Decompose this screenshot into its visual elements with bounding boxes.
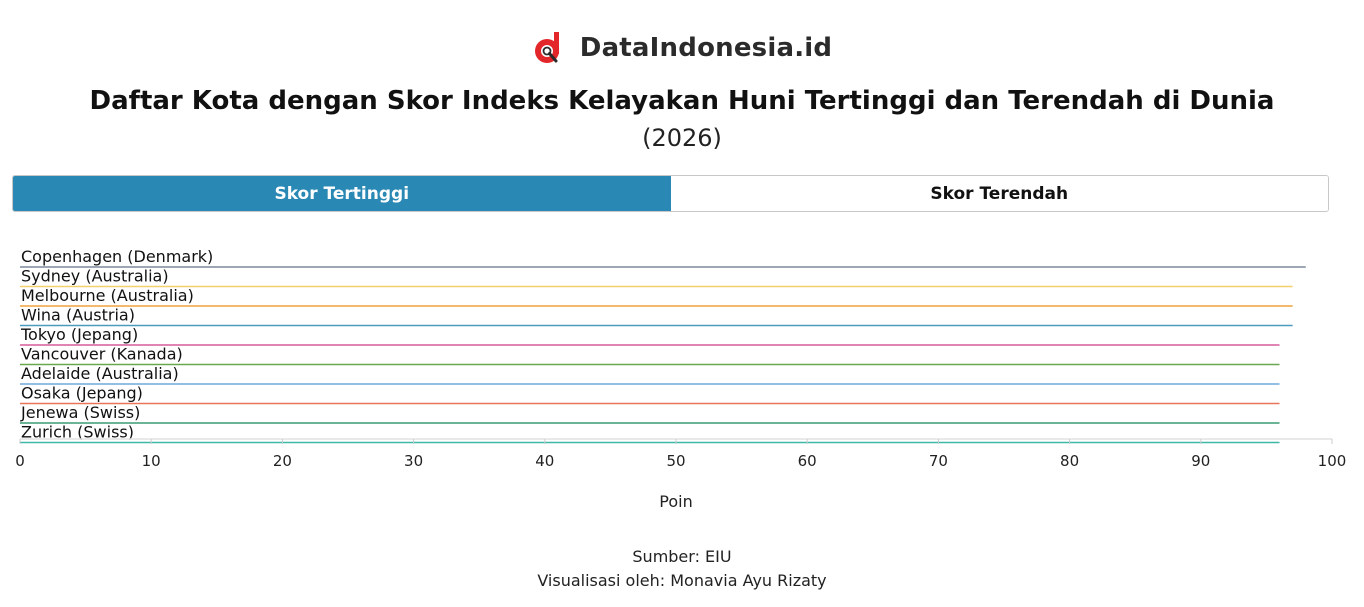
category-label-0: Copenhagen (Denmark) [21,247,213,266]
category-label-2: Melbourne (Australia) [21,286,194,305]
x-tick-label-0: 0 [15,452,25,470]
category-label-3: Wina (Austria) [21,306,135,325]
category-label-1: Sydney (Australia) [21,267,169,286]
logo-text: DataIndonesia.id [579,33,833,63]
logo: DataIndonesia.id [0,28,1364,68]
chart-title: Daftar Kota dengan Skor Indeks Kelayakan… [89,86,1275,116]
x-axis-label: Poin [659,492,692,511]
bar-chart: Copenhagen (Denmark)Sydney (Australia)Me… [15,247,1347,511]
category-label-8: Jenewa (Swiss) [20,403,140,422]
x-tick-label-10: 100 [1318,452,1347,470]
category-label-7: Osaka (Jepang) [21,384,143,403]
x-tick-label-4: 40 [535,452,554,470]
source-note: Sumber: EIU [632,547,732,566]
tab-skor-tertinggi[interactable]: Skor Tertinggi [13,176,671,211]
x-tick-label-5: 50 [666,452,685,470]
x-tick-label-6: 60 [798,452,817,470]
x-tick-label-8: 80 [1060,452,1079,470]
x-tick-label-2: 20 [273,452,292,470]
category-label-6: Adelaide (Australia) [21,364,179,383]
chart-subtitle: (2026) [642,124,722,152]
x-tick-label-3: 30 [404,452,423,470]
x-tick-label-1: 10 [142,452,161,470]
x-tick-label-7: 70 [929,452,948,470]
credit-note: Visualisasi oleh: Monavia Ayu Rizaty [537,571,827,590]
tab-bar: Skor Tertinggi Skor Terendah [12,175,1329,212]
category-label-5: Vancouver (Kanada) [21,345,183,364]
x-tick-label-9: 90 [1191,452,1210,470]
category-label-9: Zurich (Swiss) [21,423,134,442]
dataindonesia-logo-icon [534,32,559,63]
category-label-4: Tokyo (Jepang) [20,325,138,344]
tab-skor-terendah[interactable]: Skor Terendah [670,176,1328,211]
